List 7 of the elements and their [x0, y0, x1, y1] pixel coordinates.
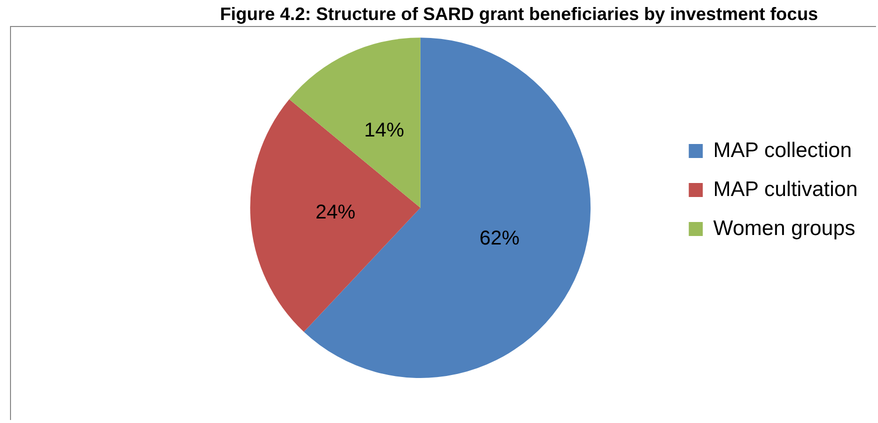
legend-label: MAP cultivation	[713, 178, 858, 201]
data-label: 62%	[479, 228, 520, 250]
legend-label: Women groups	[713, 216, 856, 240]
legend-label: MAP collection	[713, 138, 852, 162]
data-label: 14%	[364, 119, 404, 142]
data-label: 24%	[315, 202, 356, 224]
chart-title: Figure 4.2: Structure of SARD grant beneficiaries by investment focus	[220, 4, 818, 24]
